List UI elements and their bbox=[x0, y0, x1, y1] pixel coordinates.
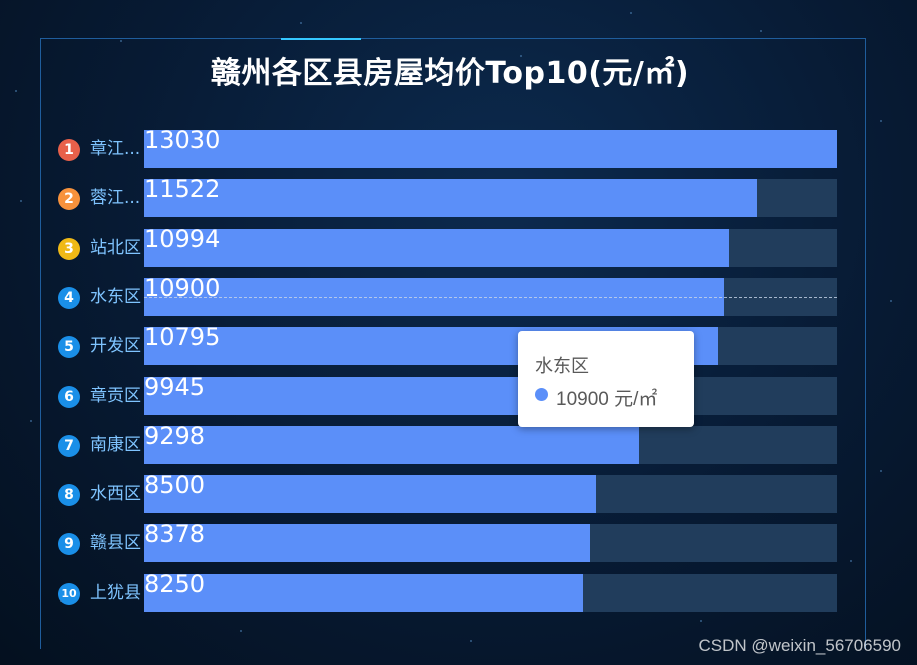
bar-track bbox=[144, 229, 837, 267]
category-label: 上犹县 bbox=[90, 583, 141, 603]
bar-row[interactable]: 7 南康区 9298 bbox=[58, 422, 838, 464]
watermark: CSDN @weixin_56706590 bbox=[698, 636, 901, 655]
chart-title: 赣州各区县房屋均价Top10(元/㎡) bbox=[210, 56, 690, 91]
rank-badge: 1 bbox=[58, 139, 80, 161]
background-speck bbox=[700, 620, 702, 622]
bar-row[interactable]: 8 水西区 8500 bbox=[58, 471, 838, 513]
category-label: 水东区 bbox=[90, 287, 141, 307]
rank-badge: 2 bbox=[58, 188, 80, 210]
background-speck bbox=[520, 55, 522, 57]
bar[interactable] bbox=[144, 426, 639, 464]
chart-tooltip: 水东区 10900 元/㎡ bbox=[518, 331, 694, 427]
chart-panel bbox=[40, 38, 866, 649]
bar-track bbox=[144, 475, 837, 513]
background-speck bbox=[470, 640, 472, 642]
category-label: 赣县区 bbox=[90, 533, 141, 553]
bar-track bbox=[144, 574, 837, 612]
rank-badge: 9 bbox=[58, 533, 80, 555]
bar[interactable] bbox=[144, 524, 590, 562]
category-label: 南康区 bbox=[90, 435, 141, 455]
series-marker-icon bbox=[535, 388, 548, 401]
background-speck bbox=[630, 12, 632, 14]
rank-badge: 7 bbox=[58, 435, 80, 457]
background-speck bbox=[15, 90, 17, 92]
background-speck bbox=[760, 30, 762, 32]
bar-track bbox=[144, 524, 837, 562]
bar-row[interactable]: 2 蓉江... 11522 bbox=[58, 175, 838, 217]
background-speck bbox=[30, 420, 32, 422]
tooltip-title: 水东区 bbox=[535, 356, 589, 376]
bar-row[interactable]: 10 上犹县 8250 bbox=[58, 570, 838, 612]
category-label: 水西区 bbox=[90, 484, 141, 504]
data-label: 9298 bbox=[144, 422, 206, 450]
category-label: 章江... bbox=[90, 139, 141, 159]
bar-row[interactable]: 9 赣县区 8378 bbox=[58, 520, 838, 562]
background-speck bbox=[20, 200, 22, 202]
data-label: 9945 bbox=[144, 373, 206, 401]
rank-badge: 5 bbox=[58, 336, 80, 358]
bar-track bbox=[144, 327, 837, 365]
bar[interactable] bbox=[144, 179, 757, 217]
category-label: 站北区 bbox=[90, 238, 141, 258]
background-speck bbox=[240, 630, 242, 632]
category-label: 开发区 bbox=[90, 336, 141, 356]
bar[interactable] bbox=[144, 475, 597, 513]
background-speck bbox=[60, 600, 62, 602]
bar-track bbox=[144, 426, 837, 464]
bar-row[interactable]: 6 章贡区 9945 bbox=[58, 373, 838, 415]
data-label: 11522 bbox=[144, 175, 221, 203]
bar[interactable] bbox=[144, 229, 729, 267]
tooltip-value: 10900 元/㎡ bbox=[556, 389, 658, 410]
bar-track bbox=[144, 179, 837, 217]
background-speck bbox=[850, 560, 852, 562]
rank-badge: 6 bbox=[58, 386, 80, 408]
bar-track bbox=[144, 377, 837, 415]
hover-guide-line bbox=[144, 297, 837, 298]
background-speck bbox=[880, 470, 882, 472]
data-label: 8378 bbox=[144, 520, 206, 548]
bar[interactable] bbox=[144, 130, 837, 168]
bar[interactable] bbox=[144, 574, 583, 612]
category-label: 章贡区 bbox=[90, 386, 141, 406]
data-label: 13030 bbox=[144, 126, 221, 154]
bar-row[interactable]: 5 开发区 10795 bbox=[58, 323, 838, 365]
background-speck bbox=[120, 40, 122, 42]
background-speck bbox=[890, 300, 892, 302]
data-label: 10795 bbox=[144, 323, 221, 351]
category-label: 蓉江... bbox=[90, 188, 141, 208]
rank-badge: 10 bbox=[58, 583, 80, 605]
rank-badge: 4 bbox=[58, 287, 80, 309]
rank-badge: 8 bbox=[58, 484, 80, 506]
bar-row[interactable]: 1 章江... 13030 bbox=[58, 126, 838, 168]
bar-track bbox=[144, 130, 837, 168]
data-label: 8250 bbox=[144, 570, 206, 598]
data-label: 8500 bbox=[144, 471, 206, 499]
bar-row[interactable]: 3 站北区 10994 bbox=[58, 225, 838, 267]
data-label: 10994 bbox=[144, 225, 221, 253]
background-speck bbox=[300, 22, 302, 24]
panel-accent-line bbox=[281, 38, 361, 40]
background-speck bbox=[880, 120, 882, 122]
rank-badge: 3 bbox=[58, 238, 80, 260]
